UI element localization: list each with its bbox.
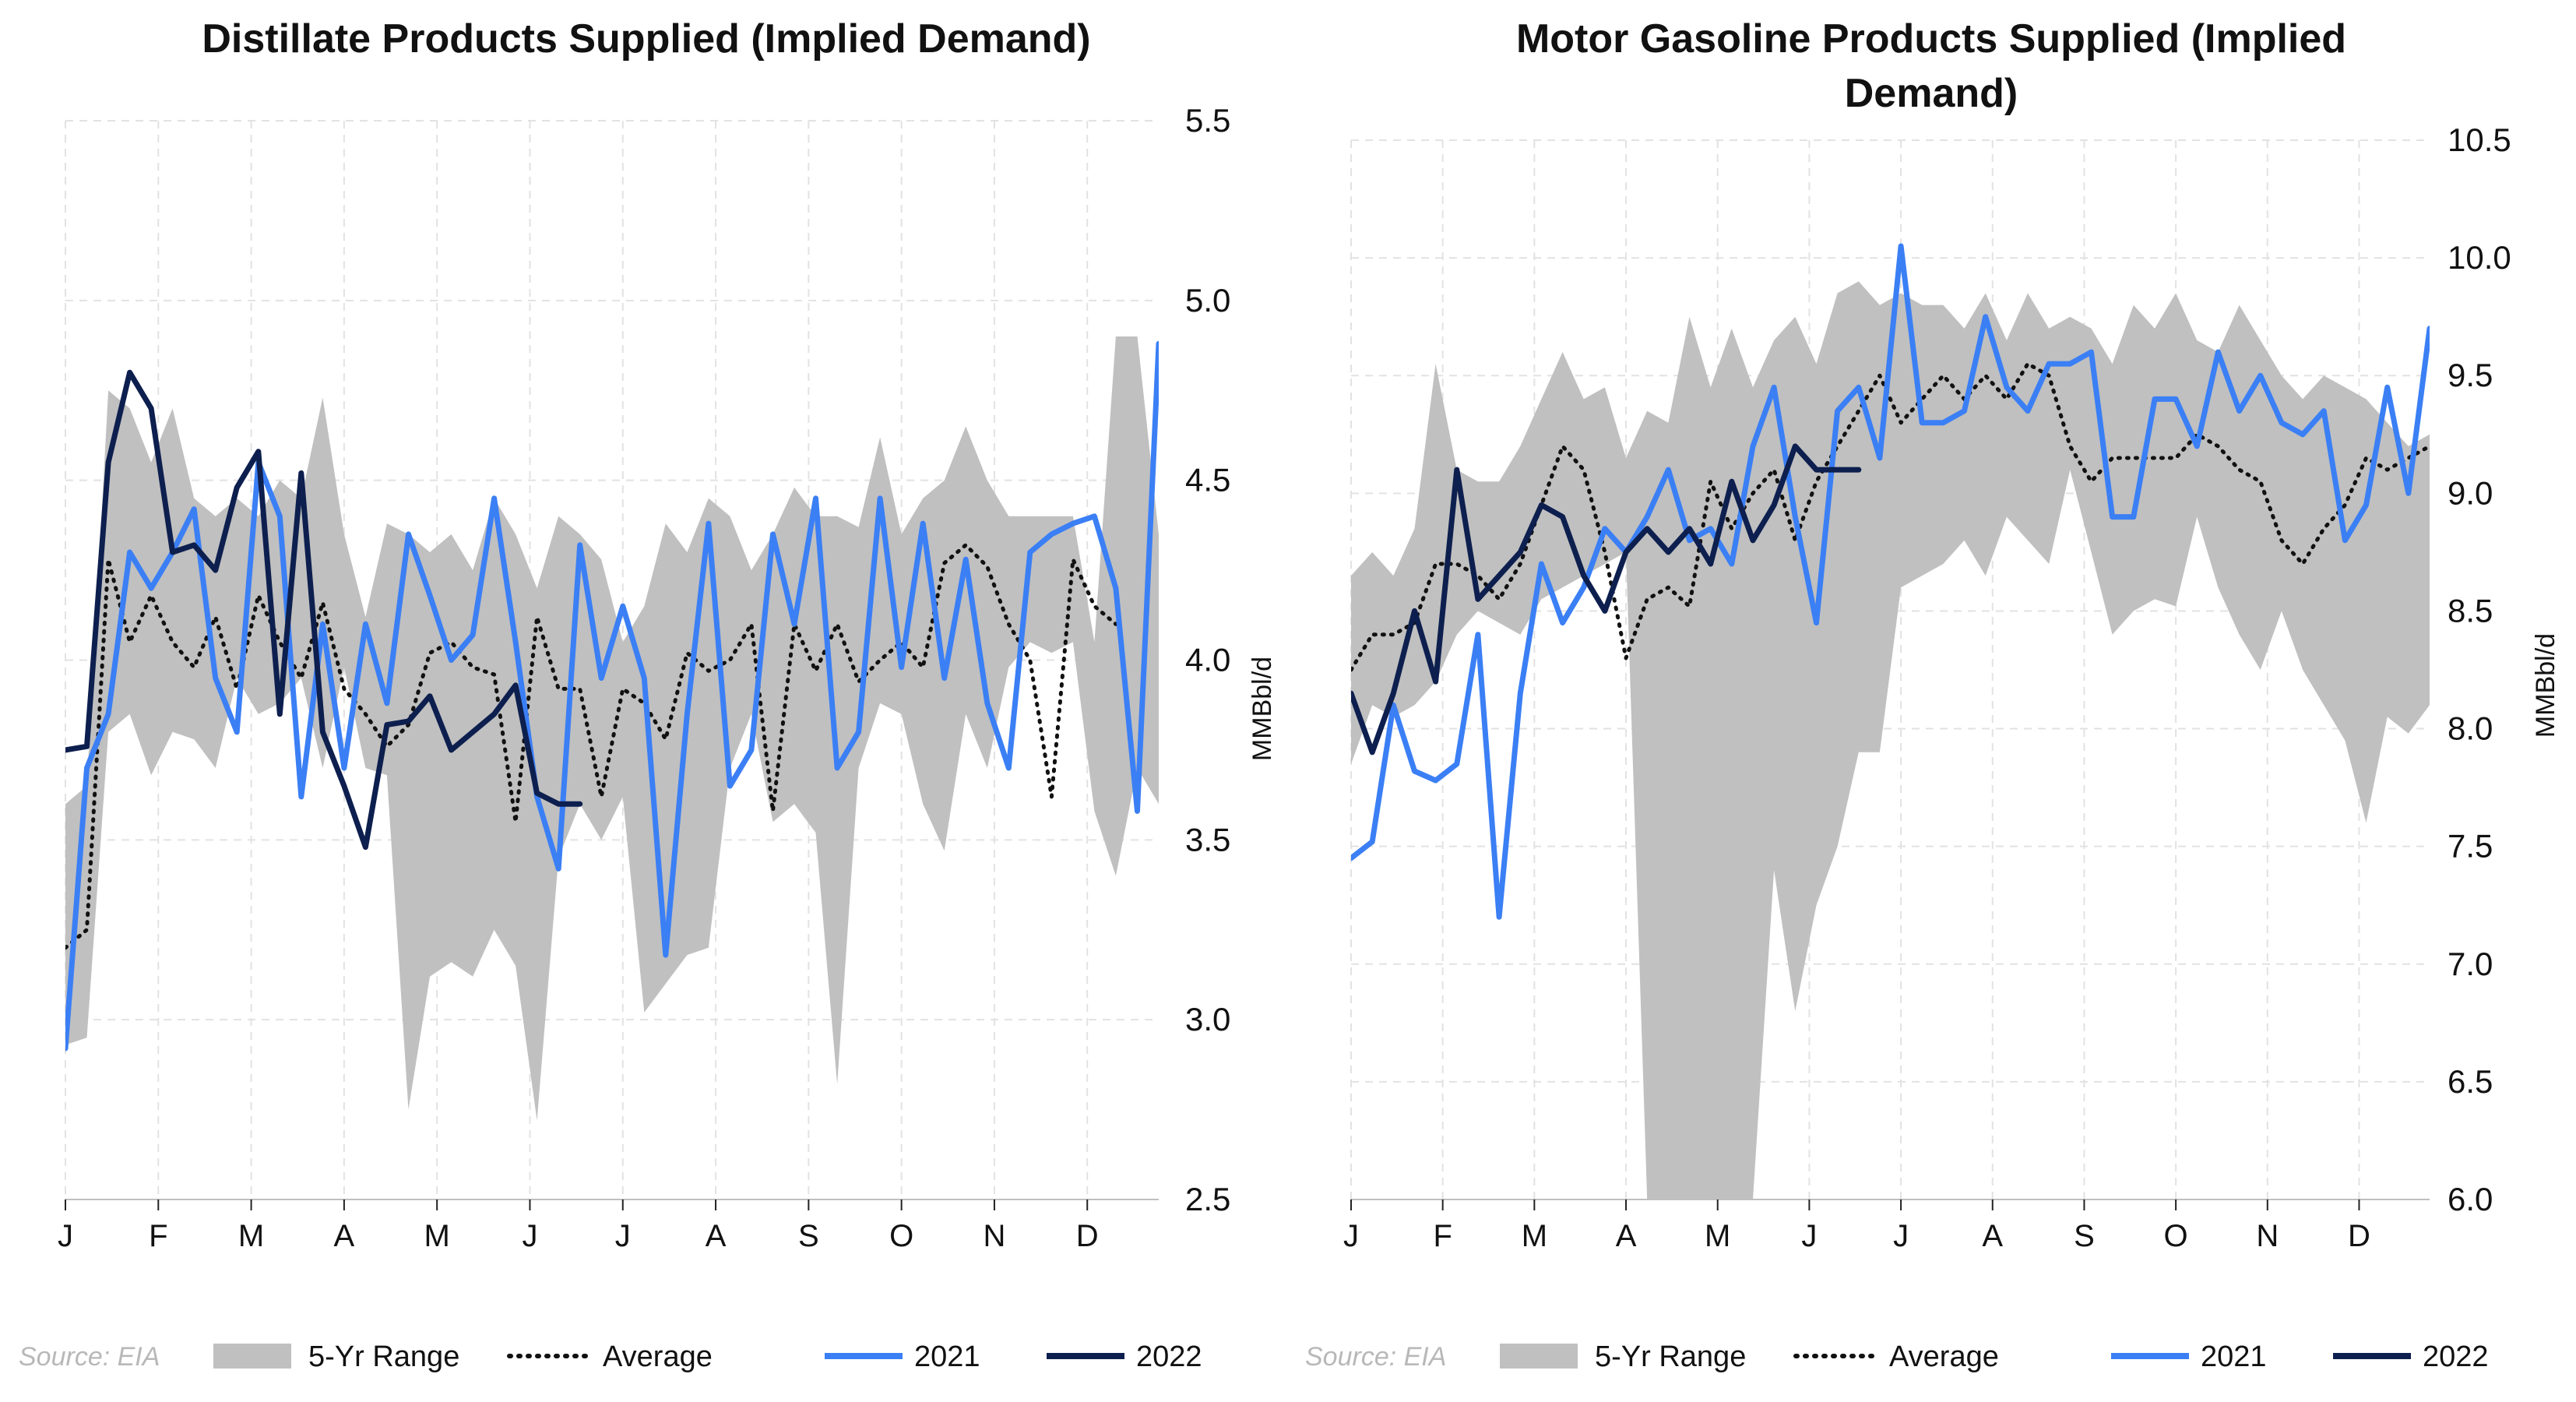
- x-tick-label: J: [1343, 1219, 1359, 1253]
- legend-label: 5-Yr Range: [308, 1340, 459, 1373]
- legend: Source: EIA 5-Yr Range Average 2021 2022: [19, 1340, 1202, 1373]
- x-tick-label: F: [1433, 1219, 1452, 1253]
- y-tick-label: 8.5: [2448, 592, 2493, 629]
- legend-swatch-range: [1500, 1344, 1578, 1369]
- chart-title: Motor Gasoline Products Supplied (Implie…: [1516, 16, 2346, 62]
- legend-label: 5-Yr Range: [1595, 1340, 1746, 1373]
- y-tick-label: 5.0: [1185, 282, 1230, 319]
- series-2021-line: [1351, 243, 2430, 920]
- x-tick-label: N: [2256, 1219, 2279, 1253]
- y-tick-label: 6.5: [2448, 1063, 2493, 1100]
- x-tick-label: O: [889, 1219, 913, 1253]
- x-tick-label: F: [149, 1219, 167, 1253]
- y-tick-label: 3.0: [1185, 1001, 1230, 1037]
- x-tick-label: J: [58, 1219, 73, 1253]
- x-tick-label: M: [1522, 1219, 1547, 1253]
- y-tick-label: 10.5: [2448, 122, 2511, 158]
- y-tick-label: 8.0: [2448, 710, 2493, 747]
- y-tick-label: 10.0: [2448, 239, 2511, 276]
- legend-label: 2022: [2423, 1340, 2489, 1373]
- x-tick-label: S: [2074, 1219, 2095, 1253]
- legend-label: 2021: [2201, 1340, 2267, 1373]
- range-band: [1351, 281, 2430, 1199]
- legend-swatch-range: [213, 1344, 291, 1369]
- x-tick-label: N: [983, 1219, 1005, 1253]
- legend-label: 2021: [914, 1340, 980, 1373]
- y-tick-label: 7.5: [2448, 828, 2493, 865]
- plot-area: [65, 336, 1159, 1121]
- chart-title: Demand): [1845, 71, 2018, 116]
- source-note: Source: EIA: [1305, 1342, 1446, 1372]
- y-axis-label: MMBbl/d: [2531, 633, 2560, 738]
- plot-area: [1351, 243, 2430, 1199]
- x-tick-label: A: [1616, 1219, 1637, 1253]
- y-tick-label: 7.0: [2448, 946, 2493, 982]
- x-tick-label: J: [615, 1219, 631, 1253]
- x-tick-label: M: [1705, 1219, 1730, 1253]
- x-tick-label: D: [1076, 1219, 1099, 1253]
- y-tick-label: 5.5: [1185, 102, 1230, 139]
- gasoline-chart: Motor Gasoline Products Supplied (Implie…: [1305, 16, 2560, 1373]
- y-tick-label: 6.0: [2448, 1181, 2493, 1217]
- y-tick-label: 4.0: [1185, 642, 1230, 678]
- distillate-chart: Distillate Products Supplied (Implied De…: [19, 16, 1277, 1373]
- source-note: Source: EIA: [19, 1342, 160, 1372]
- y-tick-label: 4.5: [1185, 462, 1230, 498]
- chart-title: Distillate Products Supplied (Implied De…: [202, 16, 1090, 62]
- x-tick-label: O: [2164, 1219, 2188, 1253]
- series-2021-line: [65, 340, 1159, 1052]
- x-tick-label: M: [238, 1219, 264, 1253]
- legend: Source: EIA 5-Yr Range Average 2021 2022: [1305, 1340, 2489, 1373]
- x-tick-label: A: [334, 1219, 355, 1253]
- x-tick-label: M: [424, 1219, 450, 1253]
- x-tick-label: D: [2348, 1219, 2370, 1253]
- x-tick-label: J: [522, 1219, 537, 1253]
- x-tick-label: S: [798, 1219, 819, 1253]
- y-tick-label: 9.5: [2448, 357, 2493, 393]
- legend-label: Average: [1889, 1340, 1999, 1373]
- y-tick-label: 2.5: [1185, 1181, 1230, 1217]
- series-2022-line: [1351, 443, 1862, 756]
- x-tick-label: J: [1801, 1219, 1817, 1253]
- x-tick-label: J: [1893, 1219, 1909, 1253]
- x-tick-label: A: [1982, 1219, 2003, 1253]
- series-2022-line: [65, 369, 583, 851]
- y-tick-label: 3.5: [1185, 821, 1230, 858]
- legend-label: 2022: [1136, 1340, 1202, 1373]
- legend-label: Average: [603, 1340, 713, 1373]
- x-tick-label: A: [706, 1219, 727, 1253]
- y-axis-label: MMBbl/d: [1248, 657, 1277, 761]
- y-tick-label: 9.0: [2448, 474, 2493, 511]
